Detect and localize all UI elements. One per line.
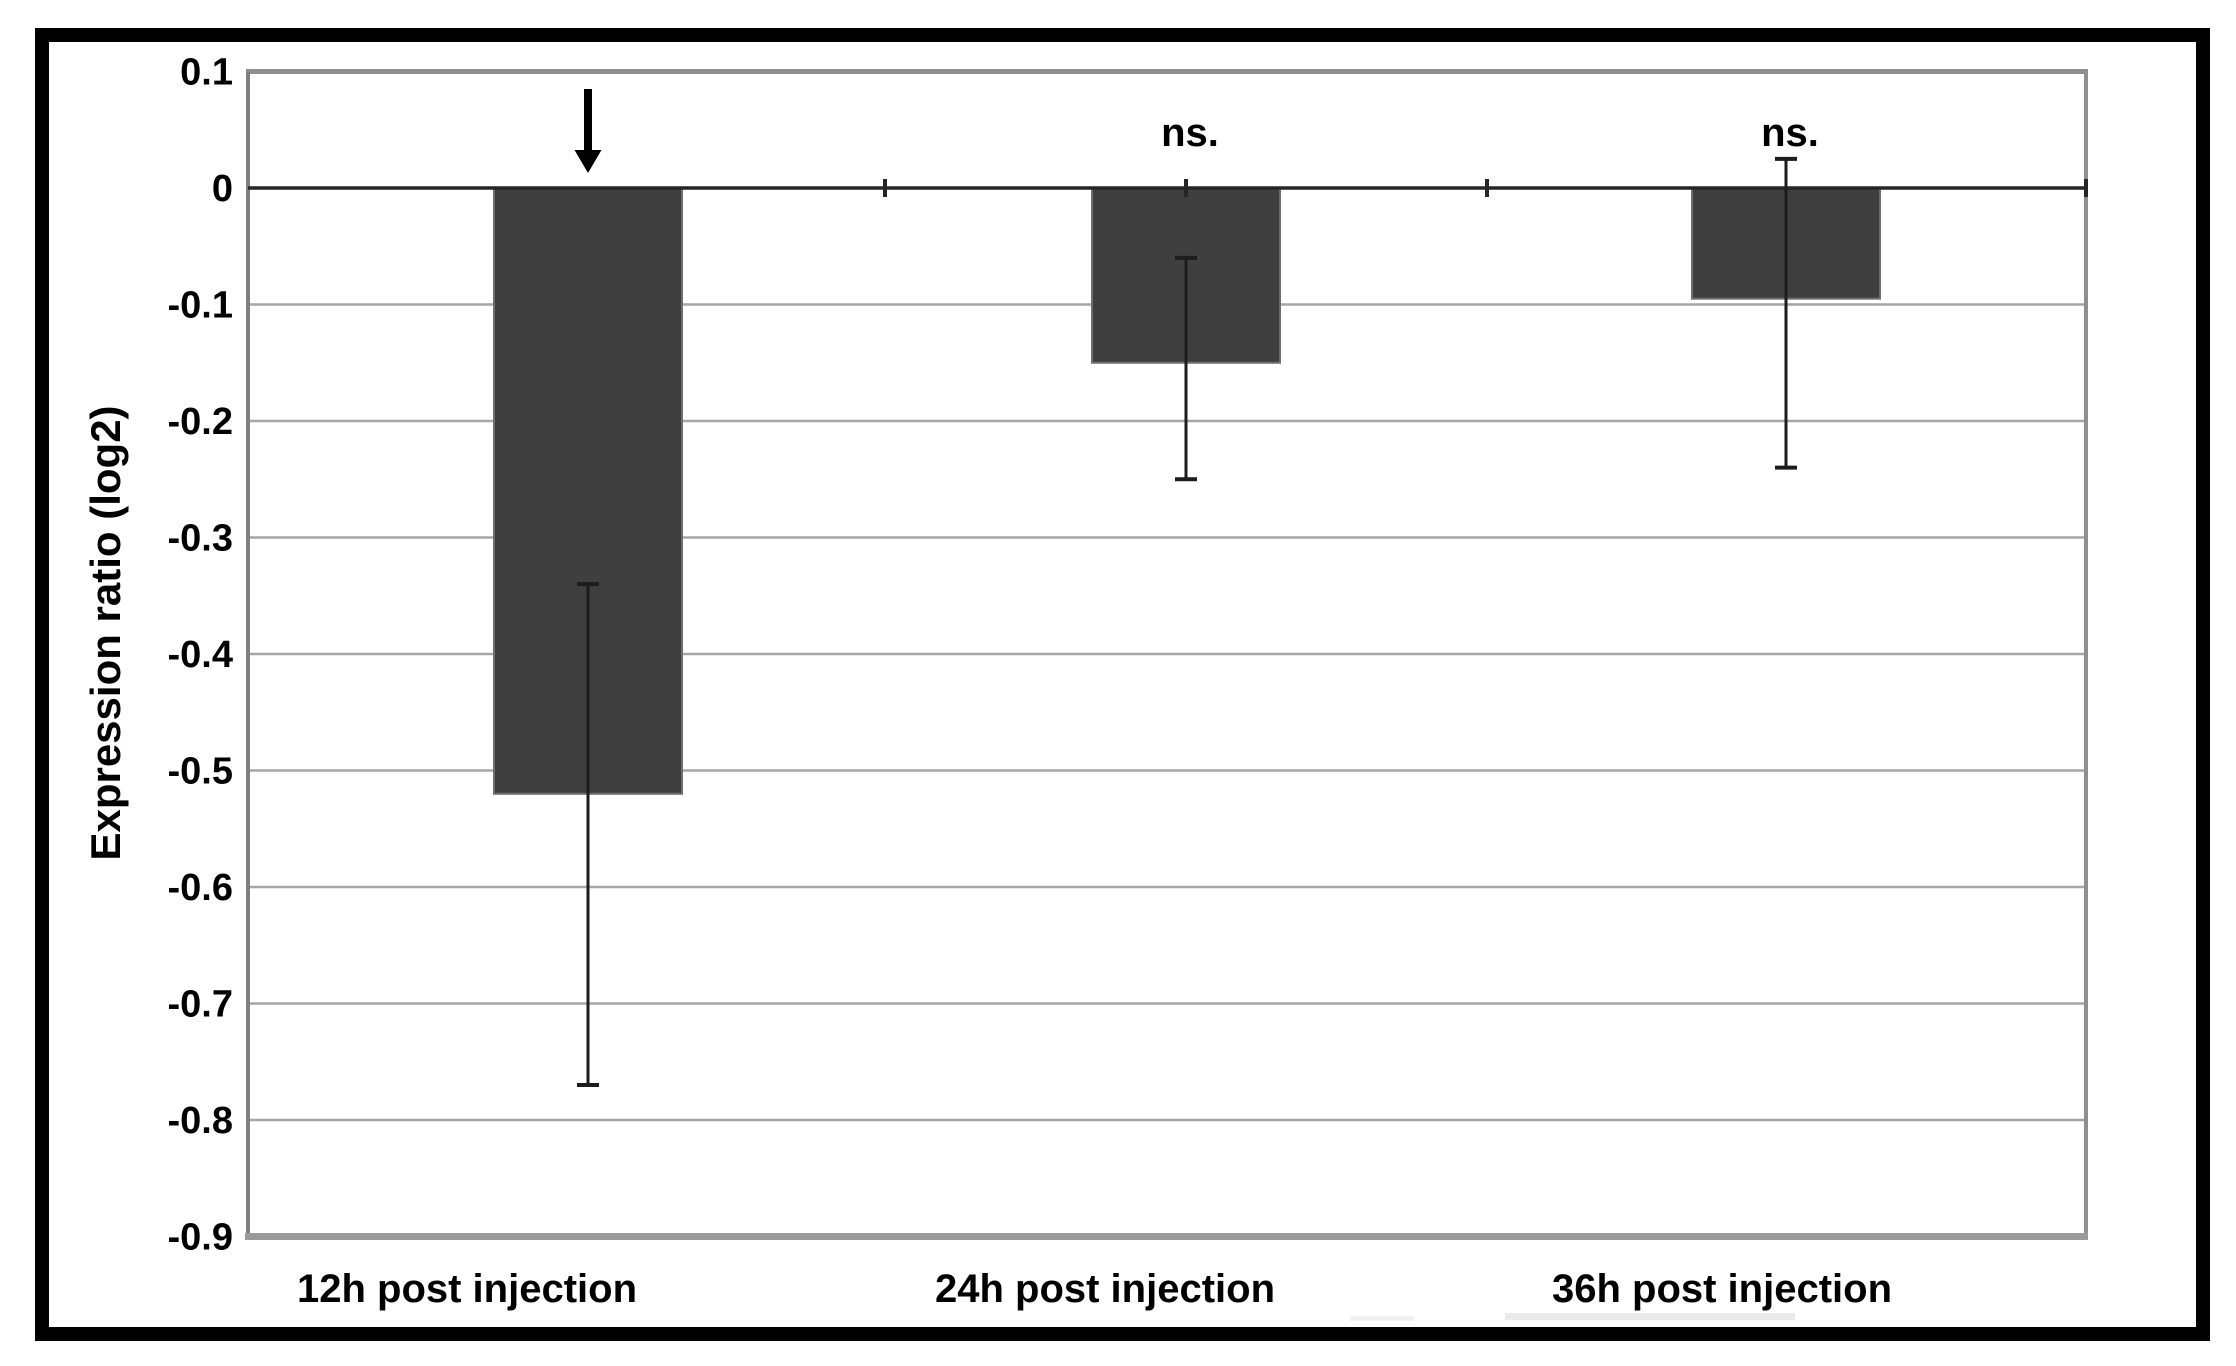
- y-tick-label: -0.4: [168, 634, 233, 676]
- outer-frame: [35, 28, 2210, 1341]
- y-tick-label: -0.3: [168, 518, 233, 560]
- y-tick-label: -0.1: [168, 285, 233, 327]
- x-category-label: 36h post injection: [1552, 1267, 1892, 1311]
- y-tick-label: 0.1: [180, 52, 233, 94]
- ns-label: ns.: [1761, 111, 1819, 155]
- ns-label: ns.: [1161, 111, 1219, 155]
- y-tick-label: -0.2: [168, 401, 233, 443]
- y-axis-title: Expression ratio (log2): [82, 405, 129, 860]
- y-tick-label: -0.9: [168, 1217, 233, 1259]
- watermark: [1350, 1316, 1414, 1321]
- watermark: [1505, 1313, 1795, 1320]
- y-tick-label: 0: [212, 168, 233, 210]
- down-arrow-icon: [574, 150, 602, 173]
- y-tick-label: -0.6: [168, 867, 233, 909]
- down-arrow-shaft: [584, 89, 592, 154]
- x-category-label: 12h post injection: [297, 1267, 637, 1311]
- y-tick-label: -0.5: [168, 751, 233, 793]
- x-category-label: 24h post injection: [935, 1267, 1275, 1311]
- y-tick-label: -0.8: [168, 1100, 233, 1142]
- y-tick-label: -0.7: [168, 984, 233, 1026]
